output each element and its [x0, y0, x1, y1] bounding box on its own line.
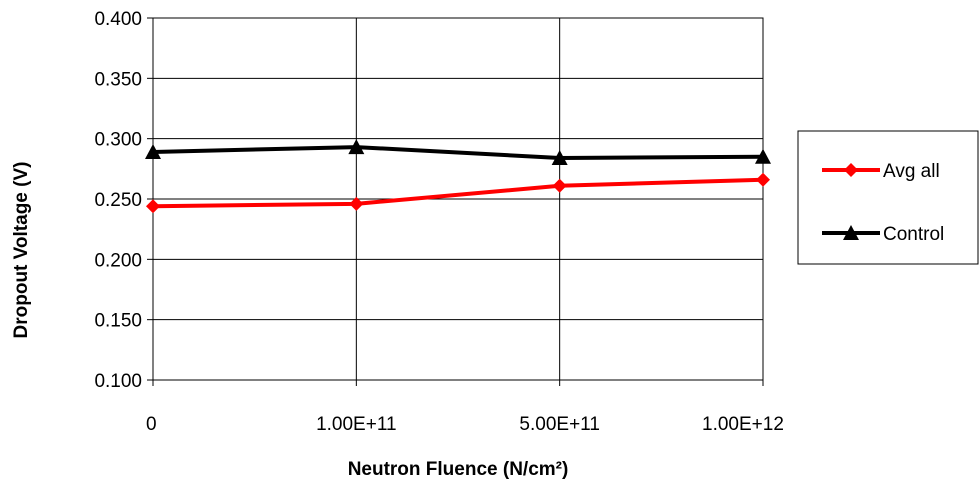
y-axis-ticks: 0.100 0.150 0.200 0.250 0.300 0.350 0.400 — [94, 9, 153, 392]
data-point-diamond — [844, 163, 858, 177]
legend-box — [797, 130, 979, 265]
x-tick-label: 1.00E+12 — [702, 414, 784, 435]
y-tick-label: 0.250 — [94, 190, 142, 211]
y-tick-label: 0.350 — [94, 69, 142, 90]
x-tick-label: 5.00E+11 — [519, 414, 599, 435]
grid-lines — [152, 17, 764, 381]
x-tick-label: 1.00E+11 — [316, 414, 396, 435]
data-point-triangle — [348, 139, 365, 155]
series-group — [145, 139, 771, 214]
y-axis-title: Dropout Voltage (V) — [11, 162, 32, 339]
series-line — [152, 177, 764, 209]
y-tick-label: 0.300 — [94, 130, 142, 151]
legend-label: Avg all — [883, 161, 940, 182]
x-axis-title: Neutron Fluence (N/cm²) — [348, 459, 569, 480]
data-point-triangle — [755, 148, 771, 164]
legend: Avg all Control — [797, 130, 979, 265]
y-tick-label: 0.200 — [94, 250, 142, 271]
y-tick-label: 0.100 — [94, 371, 142, 392]
legend-label: Control — [883, 224, 944, 245]
data-point-diamond — [756, 172, 770, 187]
y-tick-label: 0.400 — [94, 9, 142, 30]
x-axis-ticks: 0 1.00E+11 5.00E+11 1.00E+12 — [146, 380, 784, 435]
y-tick-label: 0.150 — [94, 311, 142, 332]
series-line — [152, 145, 764, 160]
series-control — [145, 139, 771, 165]
data-point-triangle — [551, 149, 568, 165]
legend-entry: Avg all — [822, 161, 940, 182]
data-point-diamond — [349, 196, 364, 211]
legend-entry: Control — [822, 224, 944, 245]
data-point-triangle — [145, 143, 161, 159]
data-point-triangle — [843, 225, 859, 240]
data-point-diamond — [146, 199, 160, 214]
x-tick-label: 0 — [146, 414, 157, 435]
data-point-diamond — [552, 178, 567, 193]
series-avg-all — [146, 172, 770, 214]
